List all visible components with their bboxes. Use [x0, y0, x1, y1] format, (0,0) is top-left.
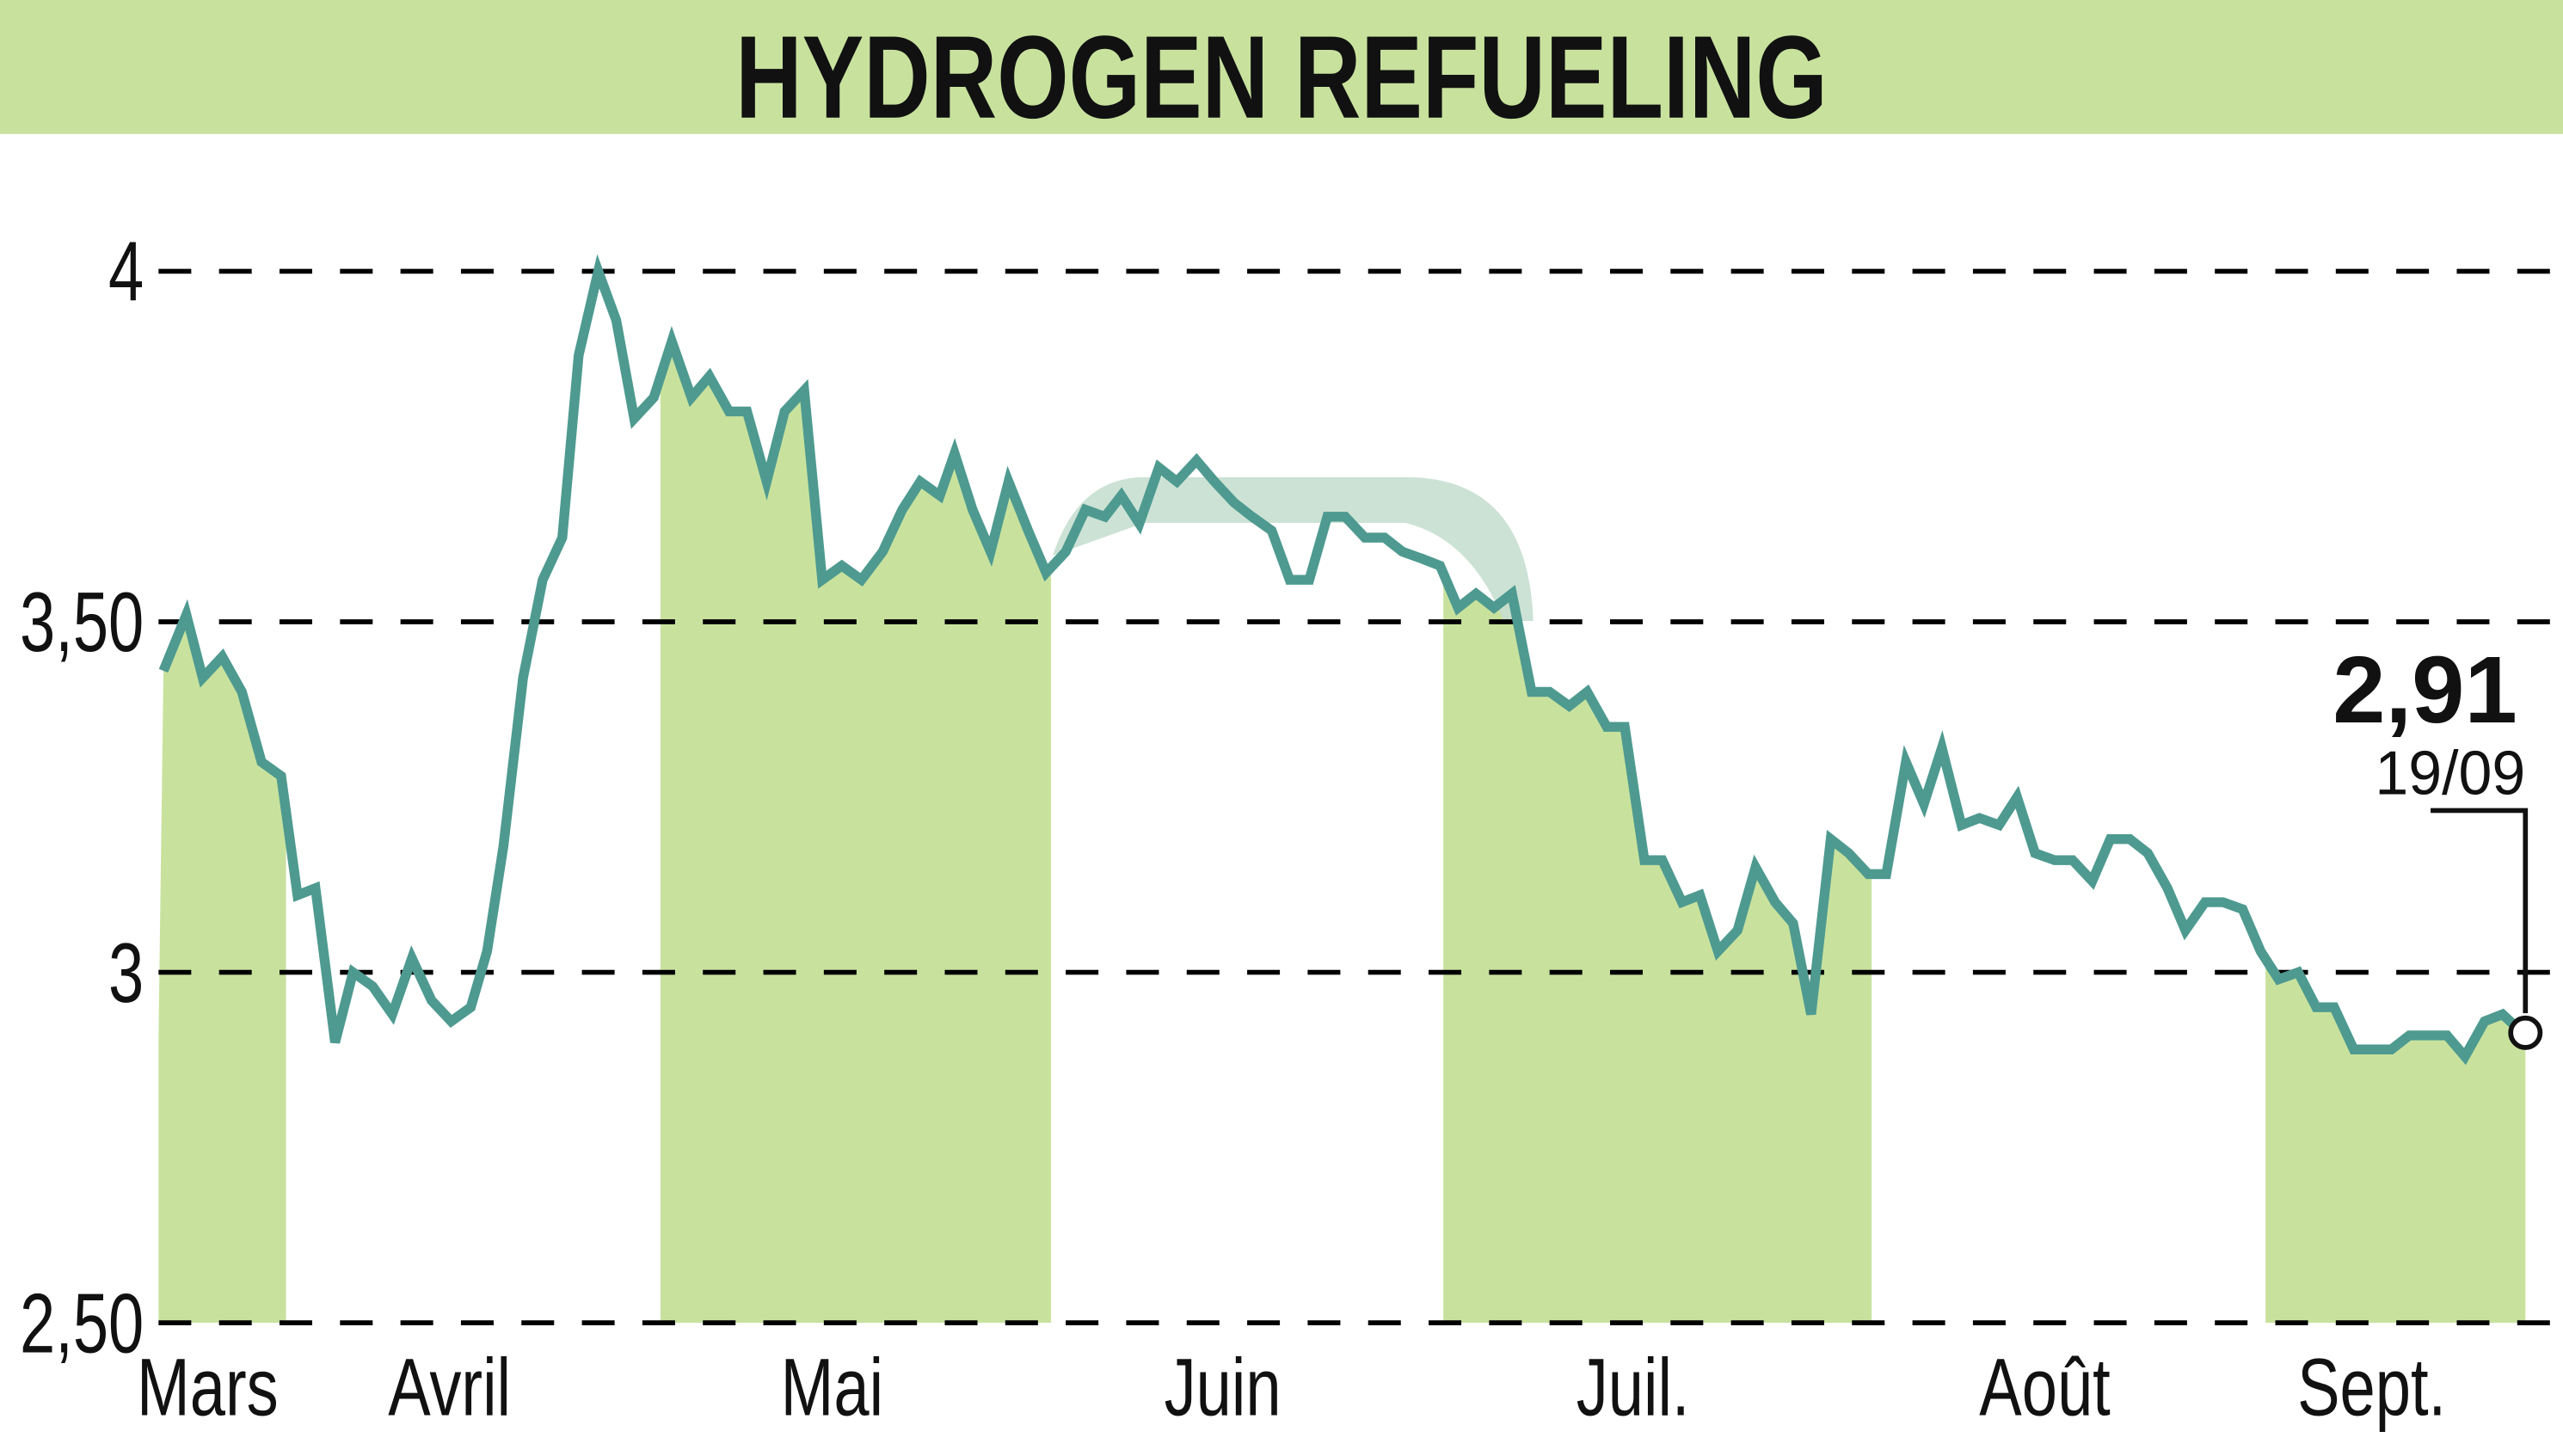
- x-tick-label: Sept.: [2297, 1342, 2446, 1434]
- last-value-label: 2,91: [2333, 637, 2517, 743]
- y-tick-label: 3,50: [20, 574, 144, 670]
- x-tick-label: Juil.: [1577, 1342, 1690, 1434]
- month-band-sept: [2265, 959, 2526, 1324]
- highlight-band: [1052, 476, 1533, 622]
- annotation-leader: [2431, 808, 2529, 1014]
- y-tick-label: 3: [108, 925, 144, 1020]
- chart-title: HYDROGEN REFUELING: [735, 11, 1828, 143]
- x-tick-label: Juin: [1165, 1342, 1282, 1434]
- month-band-mars: [158, 614, 286, 1324]
- month-band-mai: [660, 341, 1052, 1324]
- month-bands: [158, 341, 2526, 1324]
- month-band-juil: [1443, 573, 1872, 1324]
- last-date-label: 19/09: [2375, 739, 2525, 808]
- y-tick-label: 4: [108, 224, 144, 319]
- gridlines: [158, 268, 2563, 1325]
- x-tick-label: Avril: [388, 1342, 511, 1434]
- x-tick-label: Août: [1979, 1342, 2111, 1434]
- price-line: [158, 254, 2529, 1066]
- y-axis-labels: 4 3,50 3 2,50: [20, 224, 144, 1371]
- title-band: [0, 0, 2563, 134]
- y-tick-label: 2,50: [20, 1275, 144, 1371]
- x-axis-labels: Mars Avril Mai Juin Juil. Août Sept.: [137, 1342, 2446, 1434]
- x-tick-label: Mai: [781, 1342, 883, 1434]
- last-point-marker: [2508, 1015, 2543, 1050]
- x-tick-label: Mars: [137, 1342, 279, 1434]
